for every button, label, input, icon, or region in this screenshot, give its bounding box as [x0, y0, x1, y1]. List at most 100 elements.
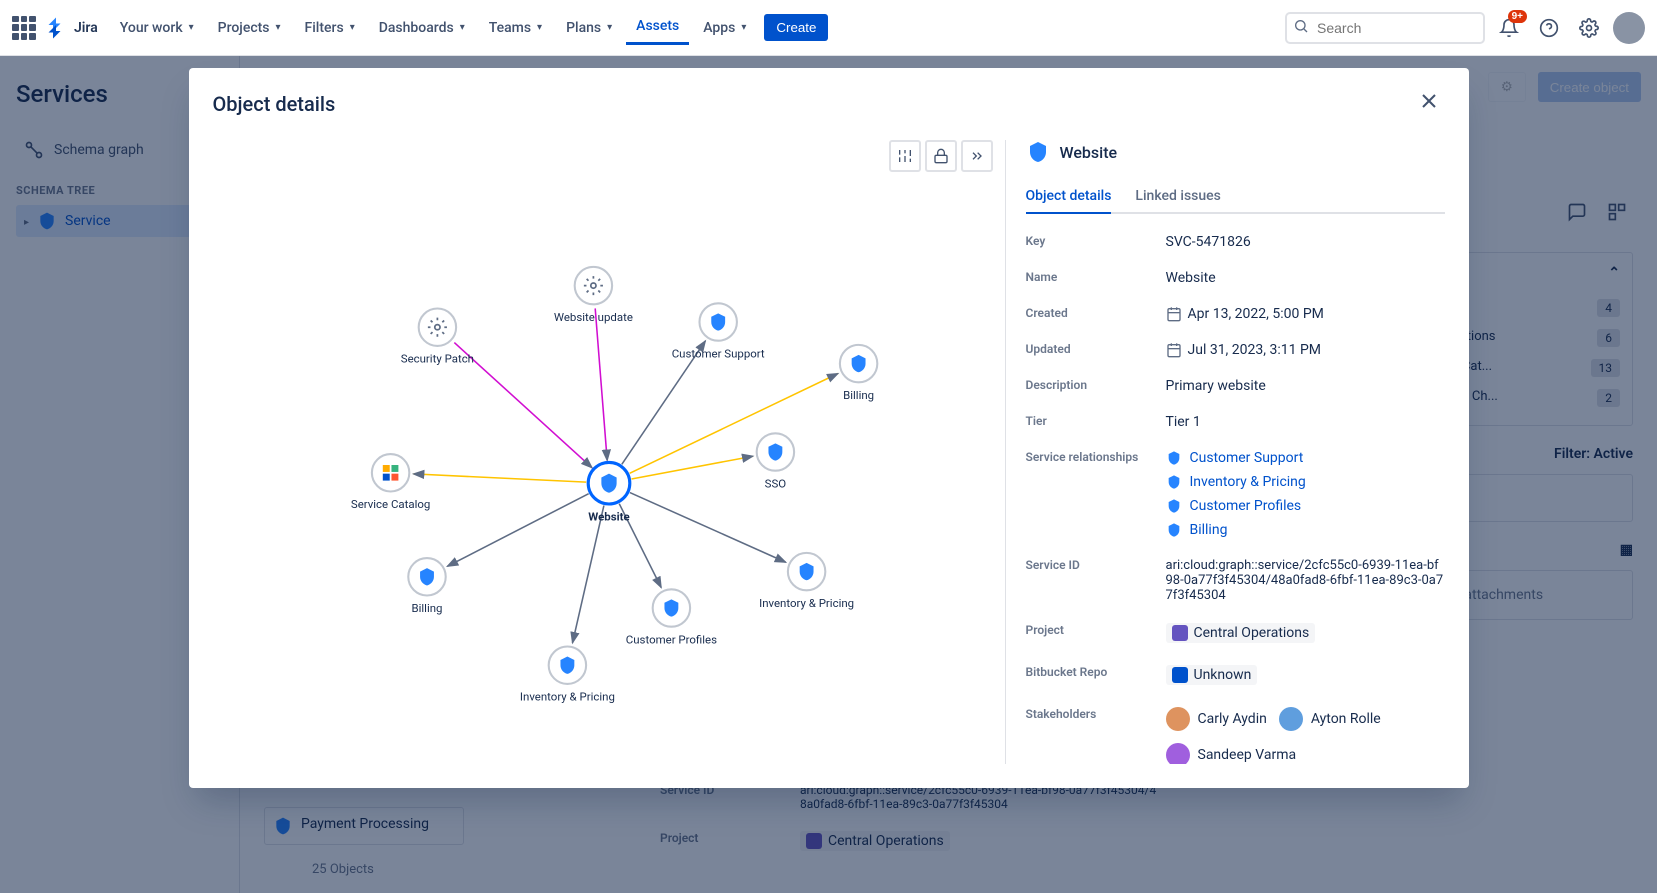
relationship-link[interactable]: Customer Support: [1166, 450, 1445, 466]
project-icon: [1172, 625, 1188, 641]
graph-edge: [454, 343, 592, 468]
shield-icon: [1166, 498, 1182, 514]
bitbucket-icon: [1172, 667, 1188, 683]
calendar-icon: [1166, 306, 1182, 322]
value-key: SVC-5471826: [1166, 234, 1445, 250]
svg-text:Customer Profiles: Customer Profiles: [625, 632, 716, 646]
stakeholder-avatar: [1166, 743, 1190, 764]
details-entity-title: Website: [1060, 143, 1118, 162]
nav-item-your-work[interactable]: Your work: [110, 10, 204, 45]
value-updated: Jul 31, 2023, 3:11 PM: [1188, 342, 1322, 358]
tab-linked-issues[interactable]: Linked issues: [1135, 180, 1220, 214]
graph-edge: [631, 456, 752, 479]
tab-object-details[interactable]: Object details: [1026, 180, 1112, 214]
graph-edge: [572, 506, 603, 643]
relationship-link[interactable]: Inventory & Pricing: [1166, 474, 1445, 490]
svg-text:Billing: Billing: [411, 601, 442, 615]
nav-item-teams[interactable]: Teams: [479, 10, 552, 45]
nav-item-assets[interactable]: Assets: [626, 10, 689, 45]
nav-item-dashboards[interactable]: Dashboards: [369, 10, 475, 45]
graph-node-security_patch[interactable]: Security Patch: [400, 308, 473, 365]
bitbucket-chip[interactable]: Unknown: [1166, 665, 1258, 685]
search-icon: [1293, 18, 1309, 38]
nav-item-apps[interactable]: Apps: [693, 10, 756, 45]
graph-node-center[interactable]: Website: [588, 462, 630, 523]
graph-node-sso[interactable]: SSO: [756, 433, 793, 490]
create-button[interactable]: Create: [764, 14, 828, 41]
stakeholder-name: Carly Aydin: [1198, 711, 1267, 727]
stakeholder[interactable]: Carly Aydin: [1166, 707, 1267, 731]
label-stakeholders: Stakeholders: [1026, 707, 1166, 721]
settings-button[interactable]: [1573, 12, 1605, 44]
nav-item-filters[interactable]: Filters: [295, 10, 365, 45]
graph-node-inventory_pricing_r[interactable]: Inventory & Pricing: [759, 553, 854, 610]
graph-node-billing_r[interactable]: Billing: [839, 345, 876, 402]
label-created: Created: [1026, 306, 1166, 320]
graph-edge: [447, 494, 588, 567]
graph-lock-button[interactable]: [925, 140, 957, 172]
graph-node-billing_l[interactable]: Billing: [408, 558, 445, 615]
relationship-link[interactable]: Customer Profiles: [1166, 498, 1445, 514]
search-box: [1285, 12, 1485, 44]
graph-node-customer_profiles[interactable]: Customer Profiles: [625, 589, 716, 646]
app-switcher-icon[interactable]: [12, 16, 36, 40]
relationship-label: Inventory & Pricing: [1190, 474, 1306, 490]
nav-menu: Your workProjectsFiltersDashboardsTeamsP…: [110, 10, 757, 45]
graph-edge: [629, 493, 785, 563]
graph-edge: [595, 308, 607, 460]
svg-text:Website: Website: [588, 510, 629, 524]
graph-expand-button[interactable]: [961, 140, 993, 172]
value-service-id: ari:cloud:graph::service/2cfc55c0-6939-1…: [1166, 558, 1445, 603]
close-icon: [1417, 89, 1441, 113]
relationship-label: Customer Support: [1190, 450, 1304, 466]
label-tier: Tier: [1026, 414, 1166, 428]
label-project: Project: [1026, 623, 1166, 637]
nav-item-plans[interactable]: Plans: [556, 10, 622, 45]
relationship-graph[interactable]: Website update Security Patch Customer Sup…: [213, 140, 1005, 764]
user-avatar[interactable]: [1613, 12, 1645, 44]
close-button[interactable]: [1413, 88, 1445, 120]
stakeholder-name: Ayton Rolle: [1311, 711, 1381, 727]
shield-icon: [1166, 522, 1182, 538]
calendar-icon: [1166, 342, 1182, 358]
svg-text:Service Catalog: Service Catalog: [350, 497, 429, 511]
label-name: Name: [1026, 270, 1166, 284]
shield-icon: [1026, 140, 1050, 164]
graph-node-inventory_pricing_b[interactable]: Inventory & Pricing: [519, 646, 614, 703]
graph-node-service_catalog[interactable]: Service Catalog: [350, 454, 429, 511]
svg-text:Billing: Billing: [843, 388, 874, 402]
svg-text:SSO: SSO: [764, 476, 786, 490]
graph-filter-button[interactable]: [889, 140, 921, 172]
search-input[interactable]: [1285, 12, 1485, 44]
value-project: Central Operations: [1194, 625, 1310, 641]
label-updated: Updated: [1026, 342, 1166, 356]
nav-item-projects[interactable]: Projects: [208, 10, 291, 45]
label-key: Key: [1026, 234, 1166, 248]
svg-text:Customer Support: Customer Support: [671, 346, 764, 360]
graph-node-customer_support[interactable]: Customer Support: [671, 303, 764, 360]
label-bitbucket: Bitbucket Repo: [1026, 665, 1166, 679]
graph-edge: [629, 373, 837, 473]
value-created: Apr 13, 2022, 5:00 PM: [1188, 306, 1324, 322]
stakeholder[interactable]: Sandeep Varma: [1166, 743, 1297, 764]
stakeholder-name: Sandeep Varma: [1198, 747, 1297, 763]
svg-text:Inventory & Pricing: Inventory & Pricing: [519, 690, 614, 704]
stakeholder-avatar: [1279, 707, 1303, 731]
jira-logo[interactable]: Jira: [44, 16, 98, 40]
shield-icon: [1166, 474, 1182, 490]
value-tier: Tier 1: [1166, 414, 1445, 430]
value-name: Website: [1166, 270, 1445, 286]
help-button[interactable]: [1533, 12, 1565, 44]
project-chip[interactable]: Central Operations: [1166, 623, 1316, 643]
notifications-button[interactable]: 9+: [1493, 12, 1525, 44]
graph-node-website_update[interactable]: Website update: [553, 267, 632, 324]
label-service-id: Service ID: [1026, 558, 1166, 572]
label-description: Description: [1026, 378, 1166, 392]
relationship-label: Billing: [1190, 522, 1228, 538]
modal-title: Object details: [213, 92, 336, 116]
svg-text:Website update: Website update: [553, 310, 632, 324]
stakeholder[interactable]: Ayton Rolle: [1279, 707, 1381, 731]
value-description: Primary website: [1166, 378, 1445, 394]
graph-panel: Website update Security Patch Customer Sup…: [213, 140, 1005, 764]
relationship-link[interactable]: Billing: [1166, 522, 1445, 538]
